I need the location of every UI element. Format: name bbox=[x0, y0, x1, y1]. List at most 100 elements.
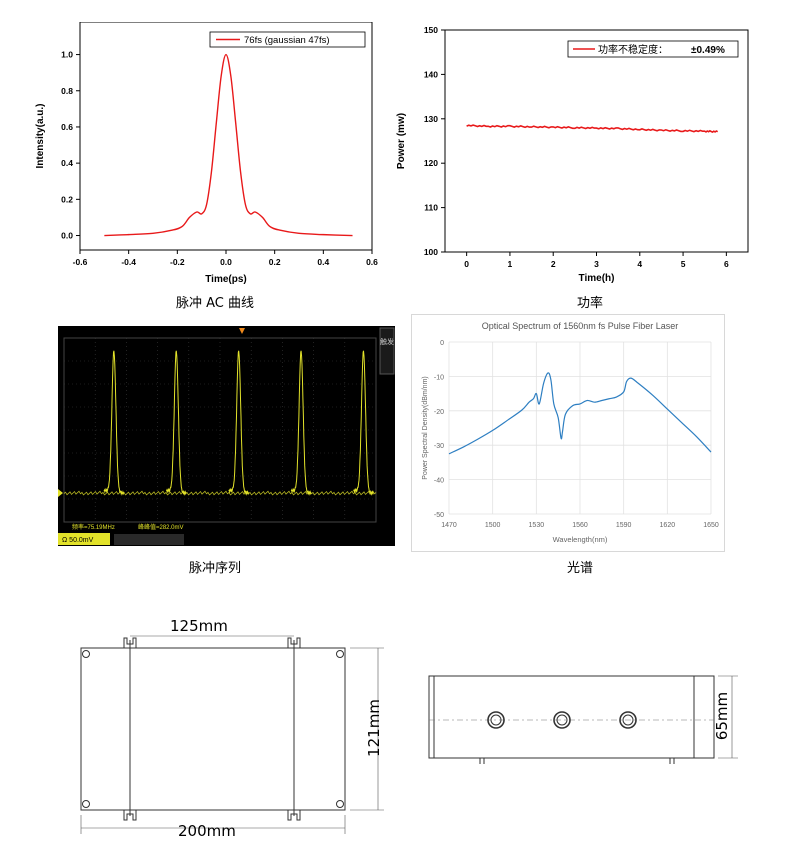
scope-side-label: 触发 bbox=[380, 337, 394, 346]
ac-y-tick-label: 0.0 bbox=[61, 231, 73, 241]
power-x-tick-label: 2 bbox=[551, 259, 556, 269]
ac-x-tick-label: 0.6 bbox=[366, 257, 378, 267]
power-y-axis-label: Power (mw) bbox=[396, 113, 407, 169]
pulse-train-caption: 脉冲序列 bbox=[188, 561, 241, 576]
scope-pulse bbox=[165, 350, 187, 496]
spectrum-x-tick-label: 1590 bbox=[616, 522, 632, 529]
port-hole bbox=[553, 711, 571, 729]
ac-series-line bbox=[104, 53, 353, 237]
spectrum-x-tick-label: 1530 bbox=[529, 522, 545, 529]
dimension-65mm: 65mm bbox=[713, 691, 731, 741]
power-legend-value: ±0.49% bbox=[691, 45, 725, 56]
scope-channel-badge bbox=[58, 533, 110, 545]
power-chart: 0 1 2 3 4 5 6 100 110 120 130 140 150 Time(h) Power (m… bbox=[390, 22, 760, 287]
spectrum-y-tick-label: -40 bbox=[434, 478, 444, 485]
dimension-125mm: 125mm bbox=[170, 617, 228, 635]
ac-x-tick-label: -0.4 bbox=[121, 257, 136, 267]
power-caption: 功率 bbox=[576, 296, 603, 311]
ac-x-tick-label: -0.6 bbox=[73, 257, 88, 267]
ac-legend-label: 76fs (gaussian 47fs) bbox=[244, 35, 330, 46]
scope-channel-scale: Ω 50.0mV bbox=[62, 537, 94, 544]
spectrum-x-tick-label: 1620 bbox=[660, 522, 676, 529]
dimension-200mm: 200mm bbox=[178, 822, 236, 840]
power-y-tick-label: 130 bbox=[424, 114, 438, 124]
dimension-121mm: 121mm bbox=[365, 699, 383, 757]
ac-legend-box bbox=[209, 31, 366, 48]
spectrum-x-axis-label: Wavelength(nm) bbox=[553, 535, 608, 544]
ac-x-tick-label: 0.4 bbox=[317, 257, 329, 267]
ac-x-tick-label: 0.2 bbox=[269, 257, 281, 267]
spectrum-x-tick-label: 1500 bbox=[485, 522, 501, 529]
power-x-tick-label: 4 bbox=[637, 259, 642, 269]
screw-hole bbox=[336, 650, 344, 658]
ac-x-tick-label: 0.0 bbox=[220, 257, 232, 267]
spectrum-chart: Optical Spectrum of 1560nm fs Pulse Fibe… bbox=[411, 314, 725, 552]
power-y-tick-label: 140 bbox=[424, 69, 438, 79]
power-legend-label: 功率不稳定度： bbox=[598, 43, 668, 56]
ac-y-tick-label: 0.2 bbox=[61, 194, 73, 204]
ac-x-axis-label: Time(ps) bbox=[205, 274, 247, 285]
port-hole bbox=[619, 711, 637, 729]
spectrum-y-tick-label: -10 bbox=[434, 374, 444, 381]
ac-y-axis-label: Intensity(a.u.) bbox=[35, 103, 46, 168]
ac-plot-frame bbox=[79, 21, 373, 251]
scope-status-bar bbox=[114, 534, 184, 545]
spectrum-border bbox=[411, 314, 725, 552]
ac-x-tick-label: -0.2 bbox=[170, 257, 185, 267]
power-x-tick-label: 3 bbox=[594, 259, 599, 269]
power-legend-box bbox=[567, 40, 739, 58]
power-plot-frame bbox=[444, 29, 749, 253]
front-drawing-svg bbox=[80, 635, 384, 834]
oscilloscope-screen: 触发 频率=75.19MHz 峰峰值=282.0mV Ω 50.0mV bbox=[58, 326, 395, 546]
ac-y-tick-label: 0.4 bbox=[61, 158, 73, 168]
mount-tab bbox=[123, 637, 137, 648]
spectrum-caption: 光谱 bbox=[566, 561, 593, 576]
trigger-marker-icon bbox=[239, 328, 245, 334]
spectrum-y-tick-label: -30 bbox=[434, 443, 444, 450]
scope-pulse bbox=[353, 350, 374, 496]
enclosure-outline bbox=[80, 647, 346, 811]
power-x-tick-label: 1 bbox=[508, 259, 513, 269]
power-x-tick-label: 0 bbox=[464, 259, 469, 269]
enclosure-side-outline bbox=[428, 675, 715, 759]
ac-y-tick-label: 0.8 bbox=[61, 86, 73, 96]
scope-baseline bbox=[63, 490, 377, 496]
power-series-line bbox=[466, 124, 719, 134]
front-drawing: 125mm 200mm 121mm bbox=[70, 610, 400, 846]
ac-chart-svg: -0.6 -0.4 -0.2 0.0 0.2 0.4 0.6 0.0 0.2 0.4 0.6 0.8 1… bbox=[35, 21, 378, 285]
scope-side-button bbox=[379, 327, 395, 375]
spectrum-y-tick-label: -20 bbox=[434, 409, 444, 416]
mount-tab bbox=[287, 810, 301, 821]
scope-pulse bbox=[103, 350, 125, 496]
power-x-axis-label: Time(h) bbox=[579, 273, 615, 284]
spectrum-y-tick-label: 0 bbox=[440, 340, 444, 347]
spectrum-series-line bbox=[448, 372, 712, 455]
mount-tab bbox=[287, 637, 301, 648]
screw-hole bbox=[336, 800, 344, 808]
spectrum-y-tick-label: -50 bbox=[434, 512, 444, 519]
side-drawing-svg bbox=[428, 675, 738, 764]
side-drawing: 65mm bbox=[420, 660, 740, 770]
scope-pulse bbox=[290, 350, 312, 496]
screw-hole bbox=[82, 800, 90, 808]
ac-chart: -0.6 -0.4 -0.2 0.0 0.2 0.4 0.6 0.0 0.2 0.4 0.6 0.8 1… bbox=[30, 21, 390, 287]
power-y-tick-label: 150 bbox=[424, 25, 438, 35]
channel-marker-icon bbox=[58, 489, 63, 497]
spectrum-x-tick-label: 1470 bbox=[441, 522, 457, 529]
power-x-tick-label: 5 bbox=[681, 259, 686, 269]
ac-y-tick-label: 0.6 bbox=[61, 122, 73, 132]
power-y-tick-label: 120 bbox=[424, 158, 438, 168]
spectrum-title: Optical Spectrum of 1560nm fs Pulse Fibe… bbox=[482, 321, 679, 331]
spectrum-x-tick-label: 1650 bbox=[703, 522, 719, 529]
ac-caption: 脉冲 AC 曲线 bbox=[175, 296, 254, 311]
scope-frequency-readout: 频率=75.19MHz bbox=[72, 523, 115, 531]
port-hole bbox=[487, 711, 505, 729]
power-x-tick-label: 6 bbox=[724, 259, 729, 269]
spectrum-y-axis-label: Power Spectral Density(dBm/nm) bbox=[422, 376, 429, 479]
ac-y-tick-label: 1.0 bbox=[61, 50, 73, 60]
mount-tab bbox=[123, 810, 137, 821]
scope-pulse bbox=[228, 350, 250, 496]
power-y-tick-label: 100 bbox=[424, 247, 438, 257]
screw-hole bbox=[82, 650, 90, 658]
